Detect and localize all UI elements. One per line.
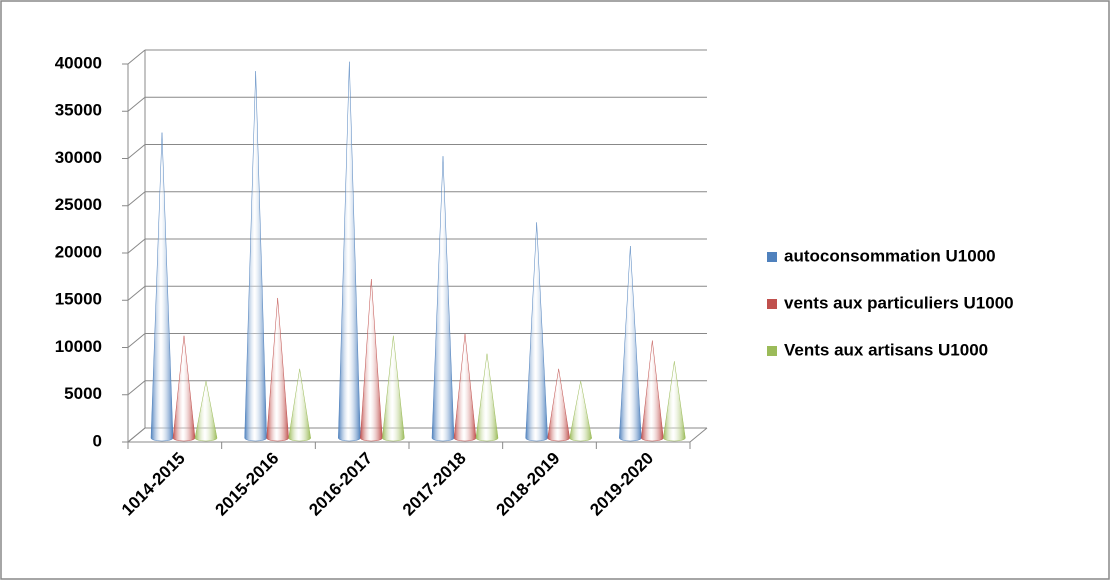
- y-tick-label: 0: [93, 431, 102, 450]
- cone: [194, 381, 218, 442]
- grid-line: [127, 191, 146, 207]
- grid-line: [127, 49, 146, 65]
- y-tick-label: 15000: [55, 290, 102, 309]
- y-tick-label: 20000: [55, 242, 102, 261]
- y-tick-label: 40000: [55, 53, 102, 72]
- cone: [569, 381, 592, 442]
- cone: [288, 368, 311, 442]
- y-tick-label: 5000: [64, 384, 102, 403]
- grid-line: [127, 144, 146, 159]
- y-tick-label: 10000: [55, 337, 102, 356]
- legend-label: vents aux particuliers U1000: [784, 293, 1014, 312]
- cone: [663, 361, 686, 442]
- legend-label: autoconsommation U1000: [784, 246, 996, 265]
- cone: [382, 335, 405, 442]
- legend-marker: [767, 346, 777, 356]
- cone: [475, 353, 499, 442]
- grid-line: [127, 238, 146, 254]
- grid-line: [127, 427, 146, 443]
- y-tick-label: 25000: [55, 195, 102, 214]
- y-tick-label: 30000: [55, 148, 102, 167]
- grid-line: [127, 96, 146, 112]
- y-tick-label: 35000: [55, 101, 102, 120]
- grid-line: [127, 285, 146, 301]
- axis-line: [689, 427, 708, 443]
- grid-line: [127, 380, 146, 396]
- legend-marker: [767, 299, 777, 309]
- legend-label: Vents aux artisans U1000: [784, 340, 988, 359]
- legend-marker: [767, 252, 777, 262]
- grid-line: [127, 333, 146, 348]
